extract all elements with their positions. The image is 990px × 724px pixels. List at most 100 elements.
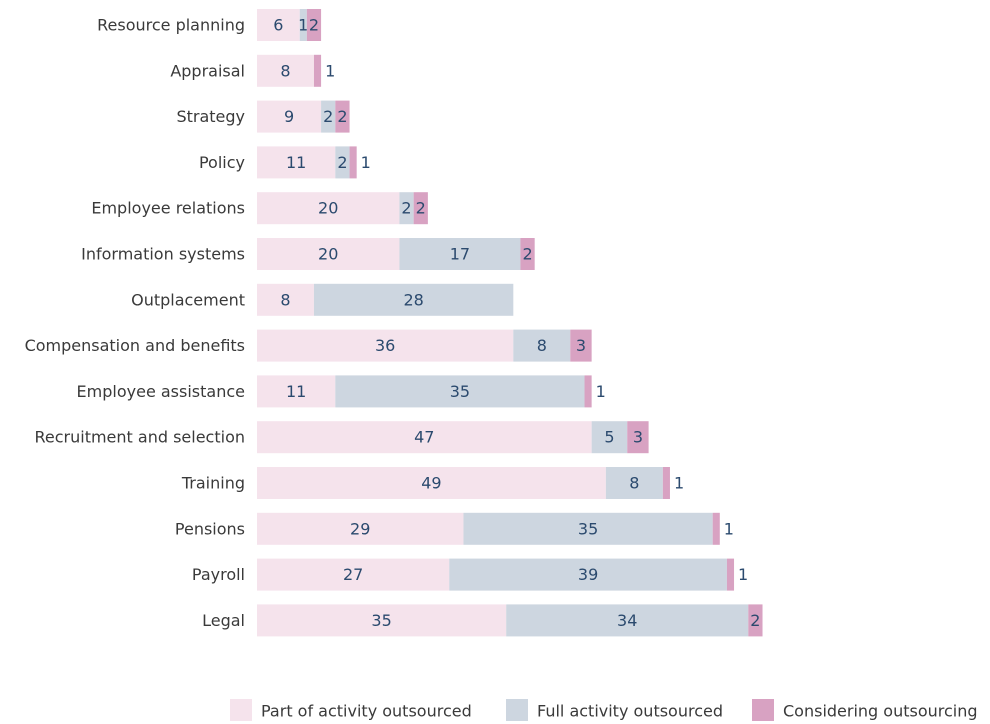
- value-label: 2: [337, 153, 347, 172]
- bar-segment: [257, 192, 400, 225]
- value-label: 2: [750, 611, 760, 630]
- value-label: 20: [318, 245, 338, 264]
- value-label: 1: [674, 474, 684, 493]
- value-label: 17: [450, 245, 470, 264]
- value-label: 28: [403, 290, 423, 309]
- bar-segment: [257, 467, 606, 499]
- bar-segment: [463, 512, 713, 545]
- bar-segment: [627, 421, 649, 454]
- bar-segment: [726, 558, 735, 591]
- legend-label: Part of activity outsourced: [261, 702, 472, 721]
- value-label: 8: [280, 290, 290, 309]
- value-label: 11: [286, 153, 306, 172]
- bar-segment: [605, 467, 663, 499]
- value-label: 1: [325, 61, 335, 80]
- value-label: 1: [724, 519, 734, 538]
- category-label: Compensation and benefits: [25, 336, 245, 355]
- category-label: Employee assistance: [77, 382, 245, 401]
- bar-segment: [257, 54, 314, 87]
- bar-segment: [335, 100, 350, 133]
- category-label: Pensions: [175, 519, 245, 538]
- value-label: 8: [280, 61, 290, 80]
- bar-segment: [662, 467, 670, 499]
- category-label: Resource planning: [97, 16, 245, 35]
- bar-segment: [306, 9, 322, 41]
- bar-segment: [257, 100, 322, 133]
- bar-segment: [520, 238, 535, 270]
- value-label: 5: [604, 428, 614, 447]
- value-label: 9: [284, 107, 294, 126]
- value-label: 1: [738, 565, 748, 584]
- value-label: 2: [416, 199, 426, 218]
- legend-label: Considering outsourcing: [783, 702, 978, 721]
- bar-segment: [335, 375, 585, 408]
- legend-swatch: [506, 699, 528, 721]
- value-label: 2: [323, 107, 333, 126]
- bar-segment: [257, 9, 300, 41]
- category-label: Appraisal: [170, 61, 245, 80]
- bar-segment: [257, 558, 450, 591]
- category-label: Legal: [202, 611, 245, 630]
- category-label: Information systems: [81, 245, 245, 264]
- value-label: 8: [629, 474, 639, 493]
- value-label: 49: [421, 474, 441, 493]
- bar-segment: [257, 283, 314, 316]
- value-label: 2: [309, 16, 319, 35]
- bar-segment: [257, 146, 336, 179]
- bar-segment: [257, 238, 400, 270]
- value-label: 35: [578, 519, 598, 538]
- category-label: Training: [181, 474, 245, 493]
- bar-segment: [399, 192, 414, 225]
- value-label: 35: [450, 382, 470, 401]
- value-label: 1: [298, 16, 308, 35]
- bar-segment: [513, 329, 571, 362]
- value-label: 34: [617, 611, 637, 630]
- value-label: 20: [318, 199, 338, 218]
- value-label: 36: [375, 336, 395, 355]
- value-label: 3: [576, 336, 586, 355]
- value-label: 35: [371, 611, 391, 630]
- value-label: 6: [273, 16, 283, 35]
- value-label: 29: [350, 519, 370, 538]
- bar-segment: [449, 558, 727, 591]
- bar-segment: [257, 329, 514, 362]
- category-label: Employee relations: [91, 199, 245, 218]
- value-label: 2: [337, 107, 347, 126]
- bar-segment: [349, 146, 357, 179]
- bar-segment: [748, 604, 763, 637]
- legend-swatch: [752, 699, 774, 721]
- bar-segment: [257, 375, 336, 408]
- legend-label: Full activity outsourced: [537, 702, 723, 721]
- bar-segment: [399, 238, 521, 270]
- bar-segment: [299, 9, 307, 41]
- bar-segment: [570, 329, 592, 362]
- value-label: 2: [522, 245, 532, 264]
- value-label: 2: [401, 199, 411, 218]
- bar-segment: [584, 375, 592, 408]
- value-label: 1: [596, 382, 606, 401]
- value-label: 39: [578, 565, 598, 584]
- bar-segment: [413, 192, 428, 225]
- category-label: Payroll: [192, 565, 245, 584]
- bar-segment: [712, 512, 720, 545]
- bar-segment: [313, 54, 322, 87]
- category-label: Recruitment and selection: [34, 428, 245, 447]
- bar-segment: [257, 512, 464, 545]
- value-label: 8: [537, 336, 547, 355]
- bar-segment: [313, 283, 514, 316]
- category-label: Outplacement: [131, 290, 245, 309]
- value-label: 27: [343, 565, 363, 584]
- value-label: 3: [633, 428, 643, 447]
- bar-segment: [257, 604, 507, 637]
- bar-segment: [506, 604, 749, 637]
- category-label: Policy: [199, 153, 245, 172]
- value-label: 47: [414, 428, 434, 447]
- bar-segment: [321, 100, 336, 133]
- category-label: Strategy: [176, 107, 245, 126]
- bar-segment: [257, 421, 592, 454]
- bar-segment: [591, 421, 628, 454]
- value-label: 1: [361, 153, 371, 172]
- legend-swatch: [230, 699, 252, 721]
- value-label: 11: [286, 382, 306, 401]
